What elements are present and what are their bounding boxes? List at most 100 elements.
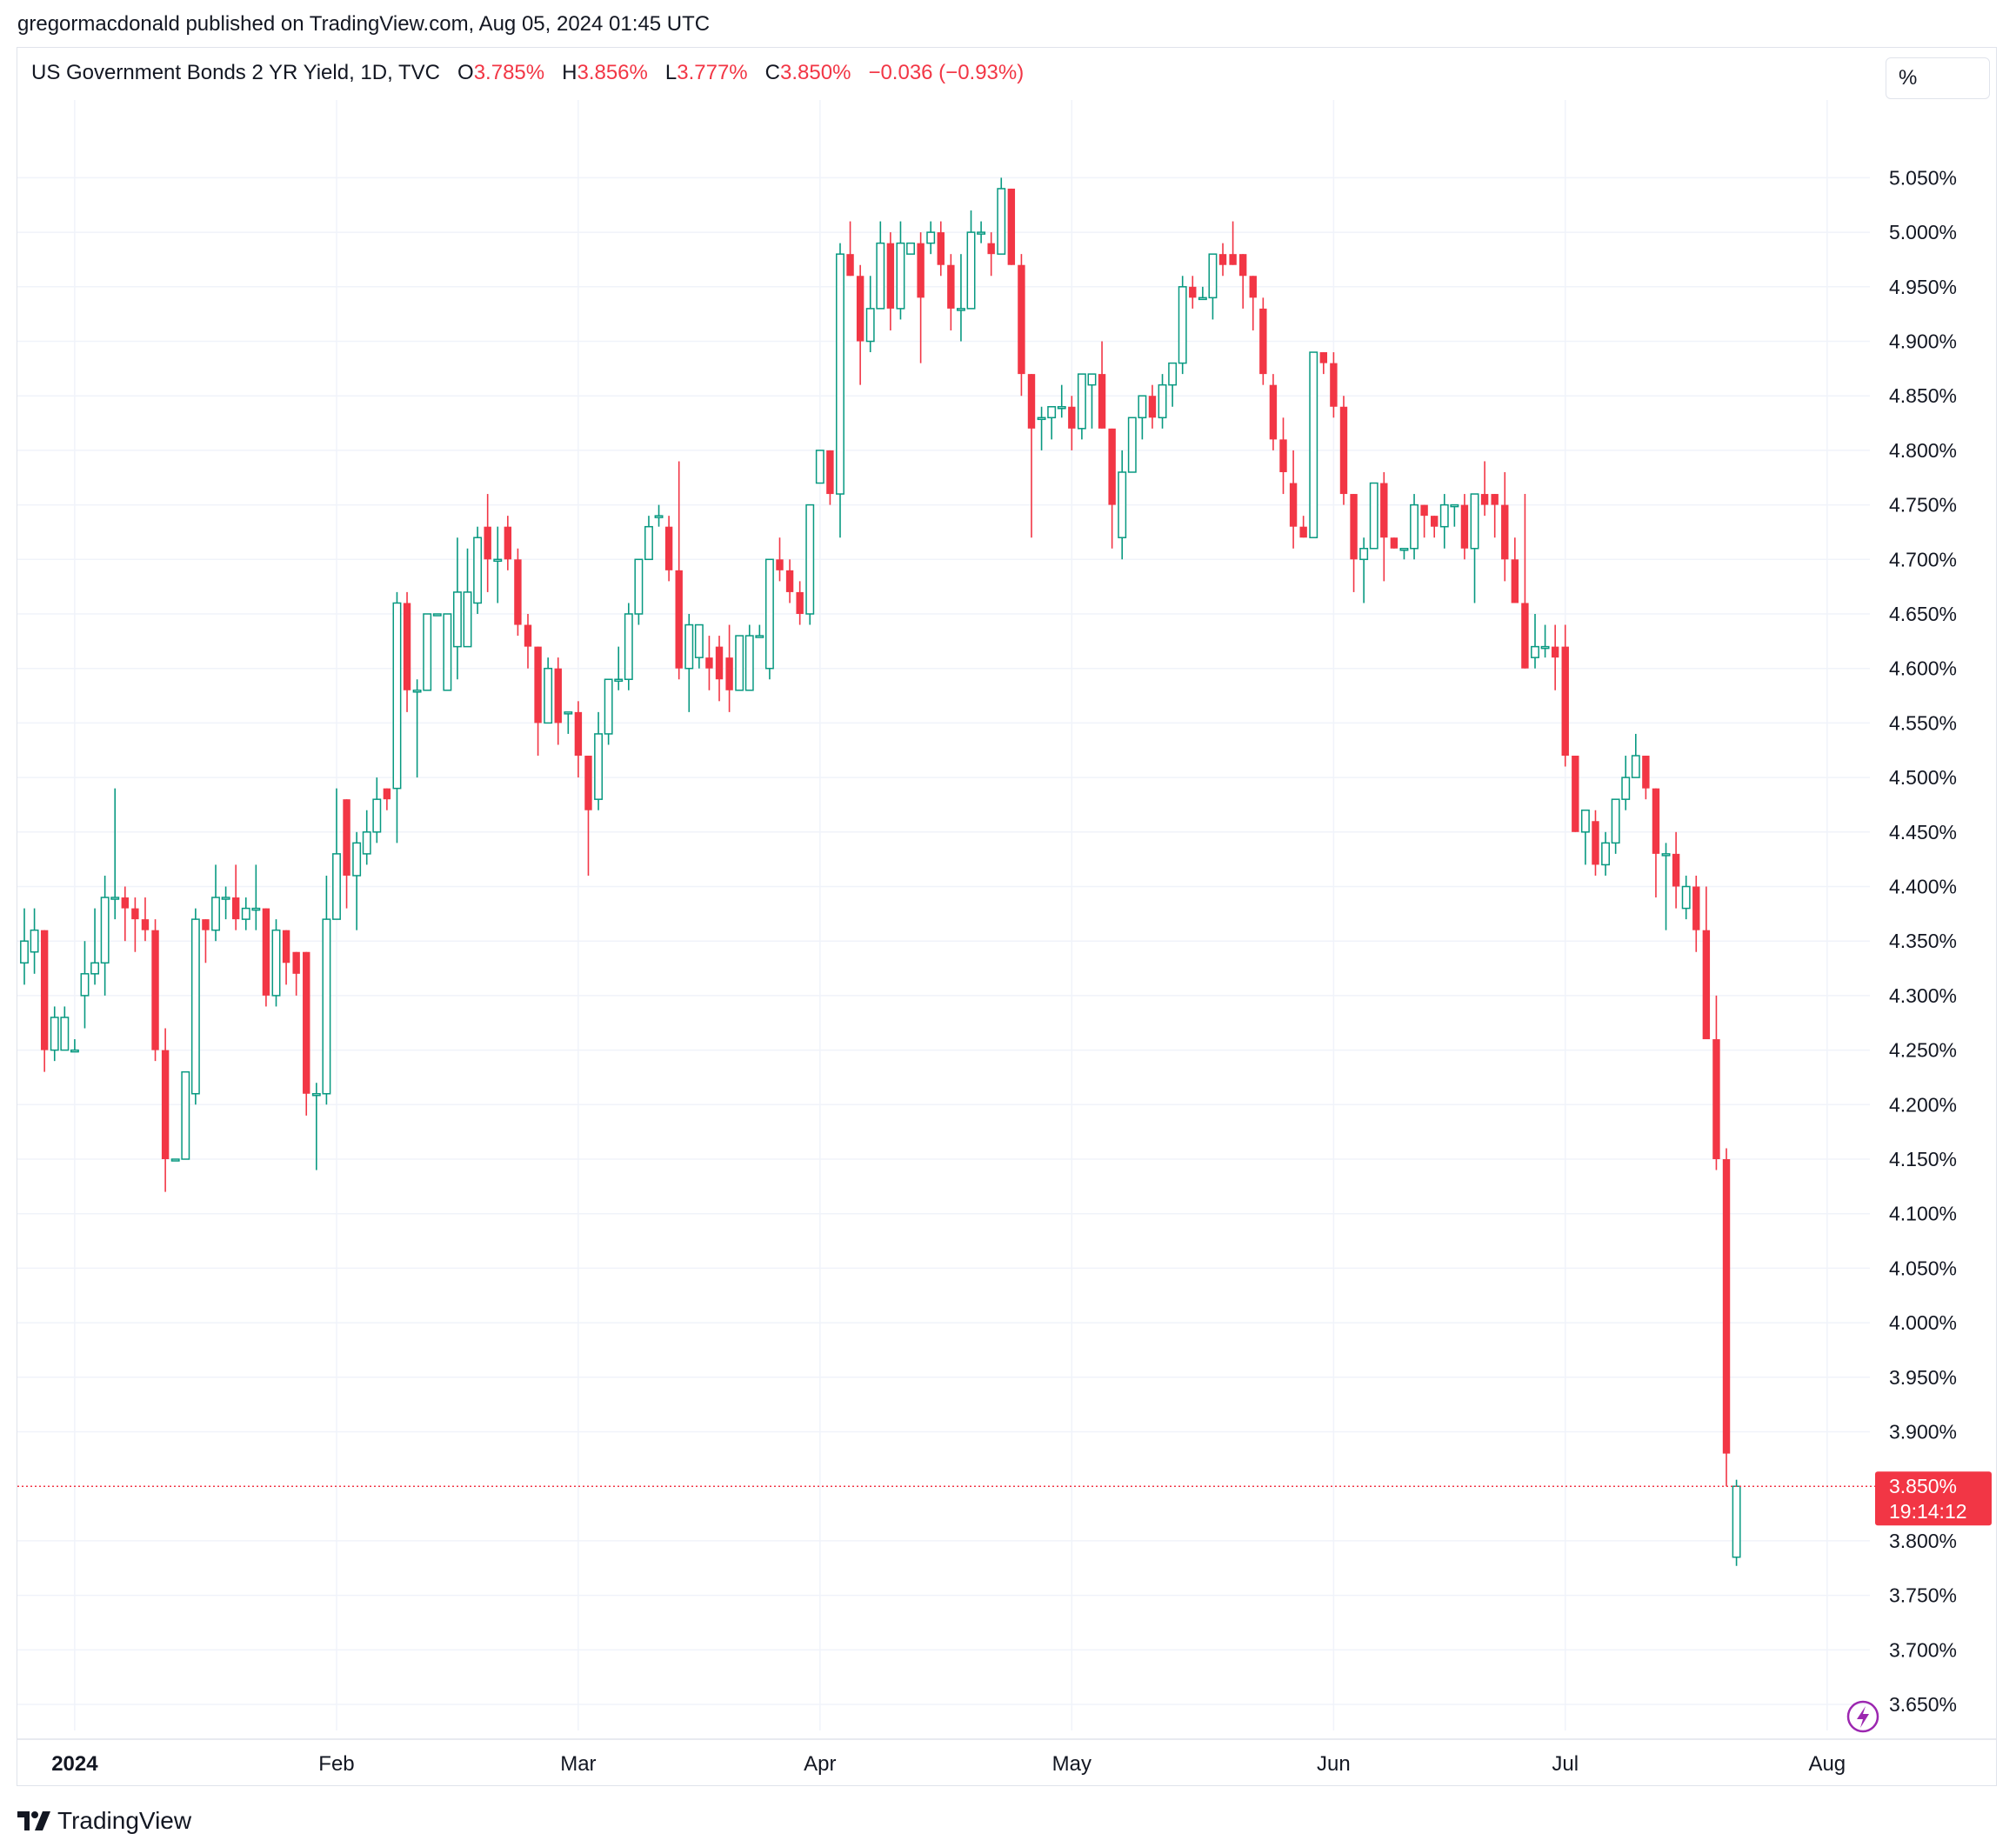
y-tick-label: 4.850% xyxy=(1889,384,1957,407)
candle xyxy=(1198,286,1207,301)
candle xyxy=(211,864,220,942)
candle-body xyxy=(1572,756,1579,832)
y-tick-label: 5.050% xyxy=(1889,166,1957,189)
publisher-caption: gregormacdonald published on TradingView… xyxy=(17,12,711,36)
candle xyxy=(504,516,512,570)
y-tick-label: 3.800% xyxy=(1889,1530,1957,1552)
candle-body xyxy=(554,668,562,723)
candle xyxy=(1521,494,1529,669)
candle xyxy=(764,558,774,680)
candle xyxy=(1148,384,1157,429)
y-tick-label: 4.150% xyxy=(1889,1148,1957,1170)
candle-body xyxy=(1007,188,1016,265)
candle-body xyxy=(1642,756,1650,789)
candle-body xyxy=(202,919,210,930)
candle-body xyxy=(1540,645,1550,650)
candle-body xyxy=(1218,254,1227,265)
candle xyxy=(1592,810,1599,876)
candle xyxy=(705,636,713,690)
candle xyxy=(634,558,644,625)
candle xyxy=(50,1006,59,1062)
candle-body xyxy=(311,1093,321,1097)
candle xyxy=(1047,405,1057,440)
candle-body xyxy=(1098,374,1106,429)
candle xyxy=(1330,352,1338,418)
candle xyxy=(1068,396,1076,450)
candle-body xyxy=(1601,842,1611,866)
candle xyxy=(544,657,553,724)
candle-body xyxy=(1238,254,1247,277)
candle xyxy=(644,516,653,561)
candle xyxy=(1540,624,1550,658)
candle xyxy=(614,646,624,690)
y-tick-label: 4.450% xyxy=(1889,821,1957,843)
candle-body xyxy=(805,503,815,615)
candle xyxy=(322,875,331,1105)
candle-body xyxy=(524,624,532,647)
candle-body xyxy=(886,243,895,309)
candle-body xyxy=(1158,383,1167,419)
candle-body xyxy=(251,907,261,911)
candle-body xyxy=(1561,646,1569,757)
candle xyxy=(684,614,694,712)
tradingview-logo[interactable]: TradingView xyxy=(17,1807,191,1835)
candle xyxy=(1380,471,1388,582)
open-value: 3.785% xyxy=(473,61,545,84)
candle-body xyxy=(1330,363,1338,407)
x-tick-label: May xyxy=(1052,1752,1091,1776)
candle xyxy=(383,788,391,810)
candle-body xyxy=(966,231,976,310)
candle-body xyxy=(1027,374,1036,429)
candle xyxy=(564,711,573,734)
lightning-icon[interactable] xyxy=(1846,1700,1879,1733)
candle xyxy=(1037,406,1046,450)
candle xyxy=(493,526,503,603)
candle xyxy=(151,919,159,1062)
candle xyxy=(403,591,411,712)
y-tick-label: 4.650% xyxy=(1889,603,1957,625)
candle-body xyxy=(170,1158,180,1162)
candle-body xyxy=(1229,254,1237,265)
candle-body xyxy=(544,667,553,724)
candle-body xyxy=(383,788,391,800)
symbol-title[interactable]: US Government Bonds 2 YR Yield, 1D, TVC xyxy=(31,61,441,84)
candle xyxy=(664,516,673,582)
candle-body xyxy=(764,558,774,670)
y-tick-label: 4.200% xyxy=(1889,1093,1957,1116)
x-tick-label: Aug xyxy=(1808,1752,1846,1776)
price-unit-button[interactable]: % xyxy=(1886,57,1990,99)
candle xyxy=(262,908,270,1007)
candle xyxy=(100,875,110,996)
chart-frame xyxy=(17,47,1997,1786)
candle xyxy=(80,941,90,1029)
candle-body xyxy=(715,646,724,680)
candle-body xyxy=(1501,504,1509,560)
candle-body xyxy=(684,623,694,670)
candle xyxy=(463,548,472,648)
candle xyxy=(977,221,986,243)
candle xyxy=(1450,503,1459,527)
candle-body xyxy=(423,613,432,691)
candle-body xyxy=(1068,406,1076,429)
candle-body xyxy=(181,1070,190,1160)
candle xyxy=(1390,537,1399,549)
candle xyxy=(1138,395,1147,440)
candle-body xyxy=(937,232,945,265)
candle xyxy=(90,908,100,985)
candle-body xyxy=(1118,471,1127,538)
candle xyxy=(805,503,815,625)
candle-body xyxy=(131,908,139,920)
candle-body xyxy=(815,450,824,484)
y-tick-label: 5.000% xyxy=(1889,221,1957,243)
candle-body xyxy=(100,897,110,964)
candle xyxy=(1269,374,1278,450)
candle-body xyxy=(796,591,804,614)
candle xyxy=(735,635,744,691)
candle-body xyxy=(917,243,925,298)
candle xyxy=(311,1083,321,1170)
candle-body xyxy=(1431,516,1439,527)
candle xyxy=(202,919,210,964)
x-tick-label: Feb xyxy=(318,1752,354,1776)
candle-body xyxy=(906,242,915,255)
